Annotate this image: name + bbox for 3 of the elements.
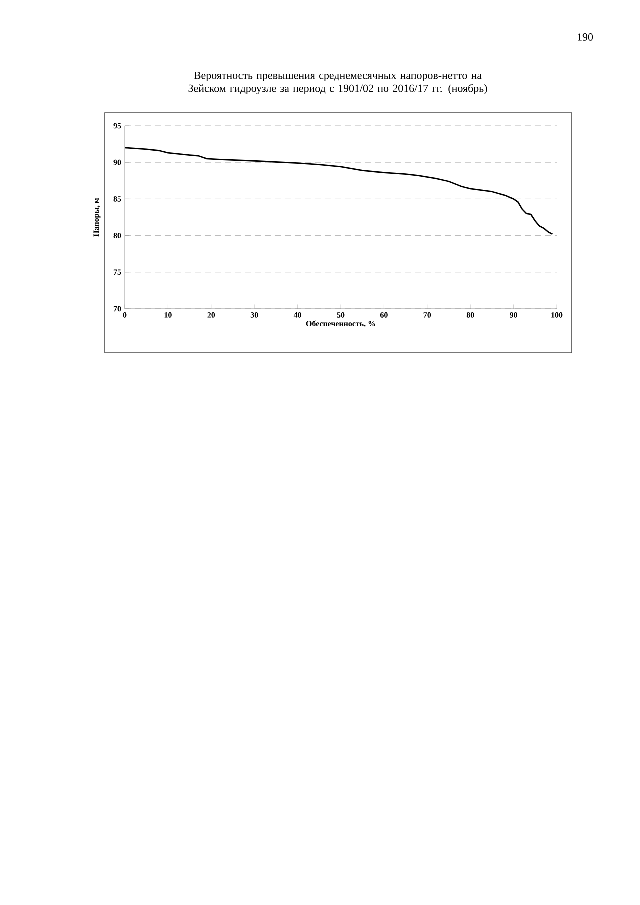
- line-series: [125, 147, 554, 236]
- chart-title: Вероятность превышения среднемесячных напоров-нетто на Зейском гидроузле за период с 1901/02 по 2016/17 гг. (ноябрь): [188, 72, 488, 94]
- text: 190: [578, 34, 594, 41]
